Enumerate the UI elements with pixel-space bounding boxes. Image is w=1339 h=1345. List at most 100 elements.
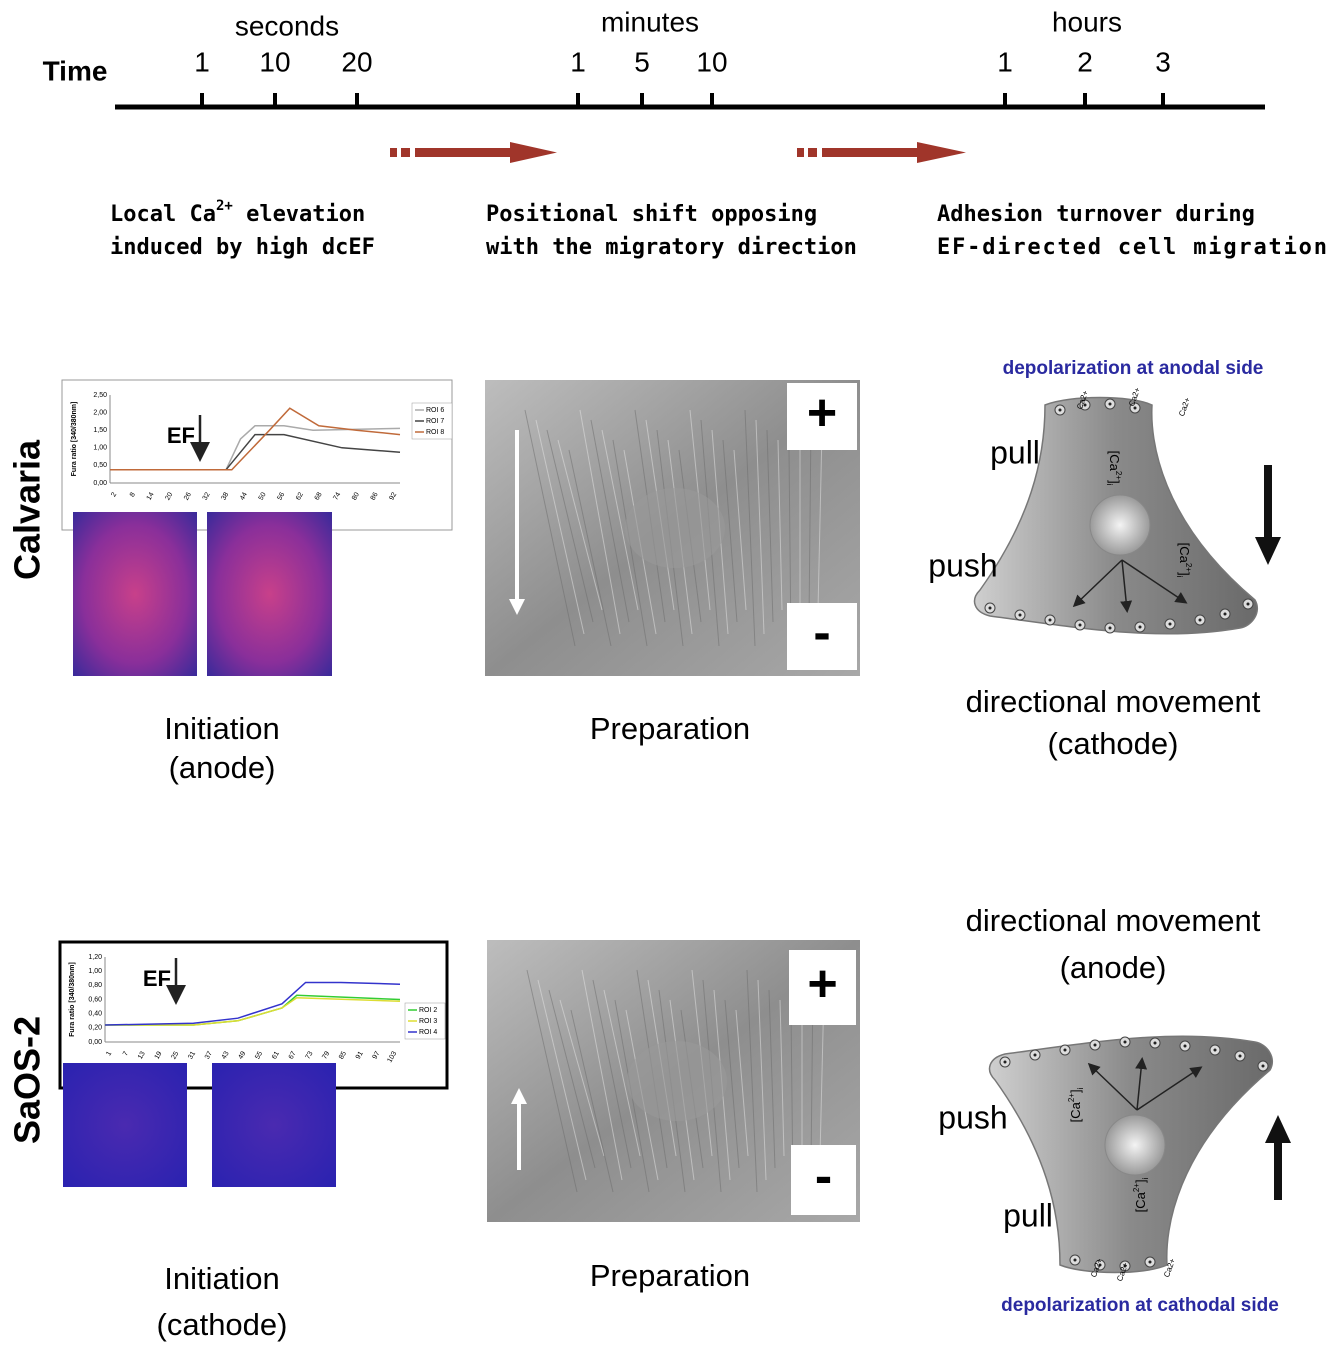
charge-dot xyxy=(1214,1049,1217,1052)
charge-dot xyxy=(1124,1041,1127,1044)
chart-y-tick-label: 1,20 xyxy=(88,954,102,961)
charge-dot xyxy=(1004,1061,1007,1064)
time-tick-label: 2 xyxy=(1077,46,1093,77)
ef-label: EF xyxy=(167,423,195,448)
caption: Initiation xyxy=(164,1261,279,1296)
calcium-label: [Ca xyxy=(1177,543,1192,564)
charge-dot xyxy=(1199,619,1202,622)
superscript: 2+ xyxy=(1184,563,1193,572)
superscript: 2+ xyxy=(1067,1093,1076,1102)
time-tick-label: 10 xyxy=(259,46,290,77)
chart-y-tick-label: 0,00 xyxy=(88,1039,102,1046)
progress-arrow xyxy=(390,142,966,163)
phase-text: with the migratory direction xyxy=(486,235,857,260)
nucleus xyxy=(1090,495,1150,555)
chart-y-tick-label: 1,00 xyxy=(88,968,102,975)
chart-y-tick-label: 0,50 xyxy=(93,462,107,469)
polarity-sign: + xyxy=(807,384,837,442)
time-tick-label: 20 xyxy=(341,46,372,77)
chart-y-tick-label: 1,00 xyxy=(93,445,107,452)
charge-dot xyxy=(1109,627,1112,630)
caption: (anode) xyxy=(1060,950,1167,985)
time-tick-label: 10 xyxy=(696,46,727,77)
legend-label: ROI 6 xyxy=(426,407,444,414)
chart-y-tick-label: 0,00 xyxy=(93,480,107,487)
chart-y-tick-label: 0,40 xyxy=(88,1011,102,1018)
row-label: Calvaria xyxy=(7,439,48,580)
charge-dot xyxy=(1247,603,1250,606)
chart-y-tick-label: 2,00 xyxy=(93,409,107,416)
caption: (cathode) xyxy=(157,1307,288,1342)
charge-dot xyxy=(1224,613,1227,616)
chart-y-label: Fura ratio [340/380nm] xyxy=(69,962,76,1037)
superscript: 2+ xyxy=(1132,1183,1141,1192)
charge-dot xyxy=(1169,623,1172,626)
polarity-sign: - xyxy=(815,1148,832,1206)
charge-dot xyxy=(1049,619,1052,622)
phase-text: Local Ca2+ elevation xyxy=(110,198,365,227)
time-tick-label: 1 xyxy=(194,46,210,77)
caption: (anode) xyxy=(169,750,276,785)
time-unit: seconds xyxy=(235,10,339,41)
charge-dot xyxy=(1079,624,1082,627)
charge-dot xyxy=(1149,1261,1152,1264)
time-tick-label: 5 xyxy=(634,46,650,77)
calcium-label: [Ca xyxy=(1133,1191,1148,1212)
charge-dot xyxy=(1154,1042,1157,1045)
force-label: push xyxy=(938,1099,1007,1135)
polarity-sign: + xyxy=(807,955,837,1013)
subscript: i xyxy=(1175,576,1184,578)
legend-label: ROI 4 xyxy=(419,1029,437,1036)
legend-label: ROI 2 xyxy=(419,1007,437,1014)
charge-dot xyxy=(989,607,992,610)
cell-diagram xyxy=(990,1036,1273,1272)
fluorescence-image xyxy=(207,512,332,676)
subscript: i xyxy=(1076,1087,1085,1089)
caption: Preparation xyxy=(590,1258,750,1293)
charge-dot xyxy=(1034,1054,1037,1057)
caption: Preparation xyxy=(590,711,750,746)
calcium-label: [Ca2+]i xyxy=(1175,543,1193,578)
chart-y-tick-label: 0,60 xyxy=(88,996,102,1003)
charge-dot xyxy=(1262,1065,1265,1068)
time-tick-label: 1 xyxy=(570,46,586,77)
time-unit: hours xyxy=(1052,6,1122,37)
charge-dot xyxy=(1094,1044,1097,1047)
superscript: 2+ xyxy=(1114,471,1123,480)
phase-text: Adhesion turnover during xyxy=(937,202,1255,227)
chart-y-tick-label: 0,80 xyxy=(88,982,102,989)
direction-arrow xyxy=(1255,537,1281,565)
force-label: pull xyxy=(1003,1197,1053,1233)
charge-dot xyxy=(1059,409,1062,412)
charge-dot xyxy=(1064,1049,1067,1052)
ef-label: EF xyxy=(143,966,171,991)
phase-text: elevation xyxy=(233,202,365,227)
direction-arrow xyxy=(1265,1115,1291,1143)
nucleus xyxy=(1105,1115,1165,1175)
time-label: Time xyxy=(43,55,108,86)
force-label: pull xyxy=(990,434,1040,470)
fluorescence-image xyxy=(73,512,197,676)
figure: Time Local Ca2+ elevation induced by hig… xyxy=(0,0,1339,1345)
superscript: 2+ xyxy=(216,198,233,214)
calcium-label: [Ca xyxy=(1107,451,1122,472)
ion-label: Ca2+ xyxy=(1177,396,1192,418)
legend-label: ROI 8 xyxy=(426,429,444,436)
charge-dot xyxy=(1074,1259,1077,1262)
chart-y-tick-label: 1,50 xyxy=(93,427,107,434)
charge-dot xyxy=(1184,1045,1187,1048)
calcium-label: [Ca2+]i xyxy=(1132,1177,1150,1212)
legend-label: ROI 7 xyxy=(426,418,444,425)
charge-dot xyxy=(1239,1055,1242,1058)
caption: directional movement xyxy=(966,684,1261,719)
polarity-sign: - xyxy=(813,604,830,662)
charge-dot xyxy=(1019,614,1022,617)
chart-frame xyxy=(62,380,452,530)
chart-y-tick-label: 2,50 xyxy=(93,392,107,399)
time-unit: minutes xyxy=(601,6,699,37)
row-label: SaOS-2 xyxy=(7,1016,48,1144)
caption: directional movement xyxy=(966,903,1261,938)
time-tick-label: 3 xyxy=(1155,46,1171,77)
depolarization-label: depolarization at cathodal side xyxy=(1001,1295,1279,1316)
caption: (cathode) xyxy=(1048,726,1179,761)
